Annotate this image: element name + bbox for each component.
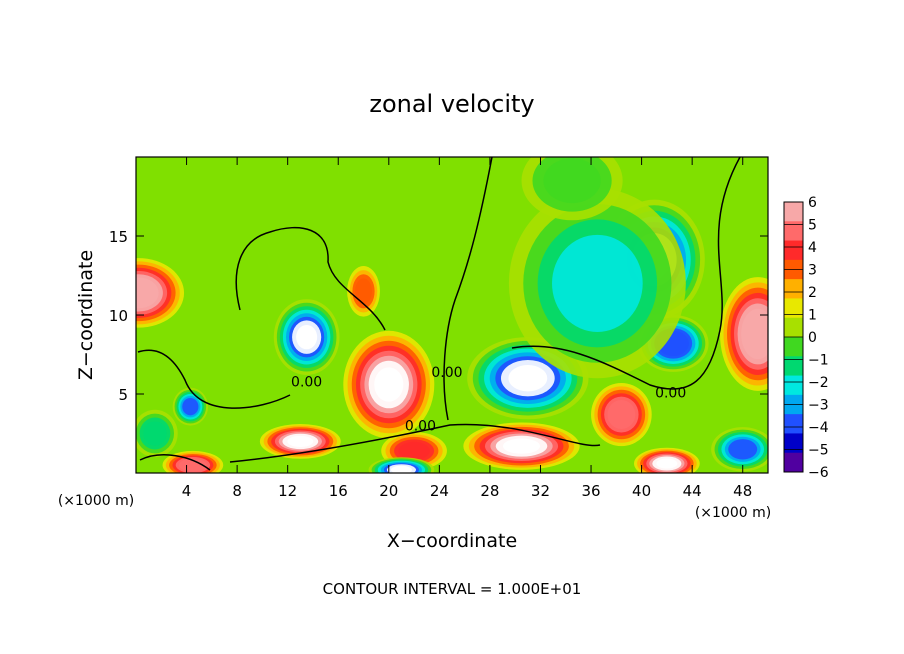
zero-contour-line [235,226,386,331]
positive-cell [162,450,224,473]
x-tick-label: 16 [329,482,348,500]
colorbar-tick-label: −3 [808,398,829,414]
saturated-core [502,438,541,454]
field-level [182,397,199,416]
colorbar-tick-label: 4 [808,240,817,256]
chart-title: zonal velocity [369,90,534,118]
positive-cell [719,277,768,391]
x-axis: 4 8 12 16 20 24 28 32 36 40 44 48 [182,157,752,500]
colorbar-swatch [784,414,803,434]
zero-contours [137,157,741,471]
negative-cell [467,337,589,420]
colorbar-swatch [784,375,803,396]
y-tick-label: 5 [118,386,128,404]
x-tick-label: 48 [733,482,752,500]
colorbar-swatch [784,337,803,357]
colorbar-swatch [784,317,803,338]
colorbar-tick-label: 3 [808,263,817,279]
x-tick-label: 32 [531,482,550,500]
y-tick-label: 10 [109,307,128,325]
plot-area [136,157,768,473]
zero-contour-line [137,349,291,409]
negative-cell [521,157,623,221]
colorbar-swatch [784,240,803,261]
zero-contour-line [443,157,493,421]
positive-cell [136,258,185,328]
colorbar-swatch [784,202,803,222]
negative-cell [508,188,686,379]
field-level [543,158,601,204]
contour-interval-footer: CONTOUR INTERVAL = 1.000E+01 [323,580,582,598]
positive-cell [634,447,700,473]
colorbar-tick-label: 0 [808,330,817,346]
x-unit-right: (×1000 m) [695,505,771,521]
saturated-core [508,365,548,392]
field-level [178,458,207,472]
colorbar-swatch [784,433,803,454]
positive-cell [347,266,380,317]
x-tick-label: 20 [379,482,398,500]
colorbar-tick-label: −2 [808,375,829,391]
colorbar-tick-label: −1 [808,353,829,369]
saturated-core [296,324,318,350]
y-axis: 5 10 15 [109,228,768,404]
negative-cell [368,457,435,473]
colorbar-swatch [784,298,803,319]
colorbar-swatch [784,279,803,299]
contour-labels: 0.00 0.00 0.00 0.00 [291,365,686,435]
zero-contour-line [511,157,741,390]
y-tick-label: 15 [109,228,128,246]
colorbar: 6 5 4 3 2 1 0 −1 −2 −3 −4 −5 −6 [783,195,829,481]
negative-cell [172,387,209,426]
field-level [607,400,636,430]
colorbar-tick-label: 5 [808,218,817,234]
x-tick-label: 8 [232,482,242,500]
field-level [741,308,768,360]
x-tick-label: 40 [632,482,651,500]
x-unit-left: (×1000 m) [58,493,134,509]
field-level [143,421,167,446]
zero-contour-line [139,454,211,471]
x-tick-label: 44 [683,482,702,500]
colorbar-tick-label: −6 [808,465,829,481]
field-level [398,441,430,460]
field-level [728,439,758,460]
colorbar-swatch [784,221,803,242]
saturated-core [656,458,678,469]
colorbar-swatch [784,356,803,377]
contour-label: 0.00 [431,365,462,381]
negative-cell [273,299,340,376]
contour-label: 0.00 [655,385,686,401]
saturated-core [374,367,404,402]
field-level [136,277,159,309]
negative-cell [711,427,768,472]
colorbar-tick-label: −5 [808,443,829,459]
colorbar-tick-label: 1 [808,308,817,324]
colorbar-tick-label: −4 [808,420,829,436]
contour-label: 0.00 [405,419,436,435]
zero-contour-line [229,423,601,463]
positive-cell [591,382,652,447]
negative-cell [136,409,178,458]
x-tick-label: 4 [182,482,192,500]
colorbar-swatch [784,452,803,473]
colorbar-tick-label: 6 [808,195,817,211]
velocity-field [136,157,768,473]
saturated-core [390,465,412,473]
x-tick-label: 36 [581,482,600,500]
field-level [552,234,643,332]
saturated-core [287,435,314,447]
field-level [355,278,372,305]
x-tick-label: 24 [430,482,449,500]
colorbar-tick-label: 2 [808,285,817,301]
x-tick-label: 12 [278,482,297,500]
y-axis-label: Z−coordinate [75,250,97,380]
positive-cell [343,330,435,439]
contour-label: 0.00 [291,374,322,390]
x-axis-label: X−coordinate [387,530,517,552]
x-tick-label: 28 [480,482,499,500]
